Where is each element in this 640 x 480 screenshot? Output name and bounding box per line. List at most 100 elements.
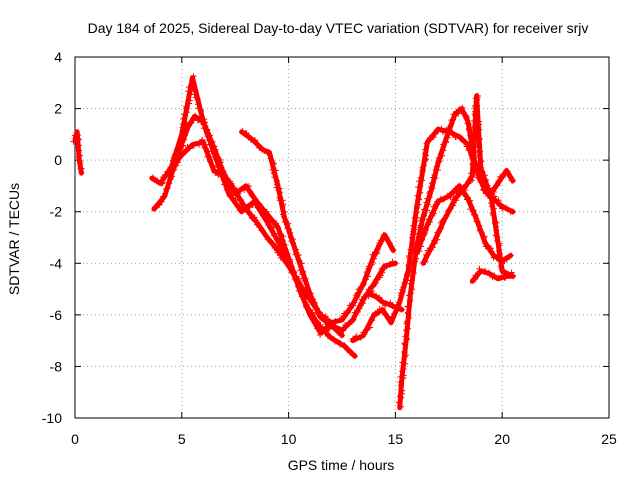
- data-point: [271, 174, 278, 181]
- data-point: [342, 321, 349, 328]
- data-point: [426, 219, 433, 226]
- data-point: [371, 313, 378, 320]
- data-point: [175, 156, 181, 163]
- data-point: [405, 315, 412, 321]
- data-point: [204, 133, 211, 140]
- data-point: [408, 286, 415, 293]
- data-point: [164, 168, 171, 175]
- data-point: [476, 265, 483, 272]
- data-point: [351, 299, 358, 306]
- data-point: [417, 189, 424, 196]
- data-point: [281, 208, 288, 215]
- data-point: [423, 140, 430, 147]
- data-point: [407, 290, 414, 297]
- data-point: [247, 188, 254, 195]
- data-point: [504, 171, 511, 178]
- data-point: [339, 332, 345, 339]
- data-point: [497, 263, 504, 270]
- series-track-i: [412, 182, 514, 264]
- data-point: [462, 181, 469, 188]
- axis-ticks: 0 5 10 15 20 25 -10 -8 -6 -4 -2 0 2 4: [42, 49, 617, 447]
- data-point: [476, 126, 483, 133]
- series-track-d: [167, 136, 397, 328]
- x-tick-label: 15: [388, 431, 404, 447]
- data-point: [411, 226, 418, 233]
- data-point: [462, 187, 468, 194]
- data-point: [412, 218, 419, 225]
- data-point: [428, 184, 434, 190]
- data-point: [207, 141, 214, 148]
- data-point: [403, 276, 409, 283]
- data-point: [427, 188, 434, 195]
- data-point: [310, 296, 316, 303]
- data-point: [383, 263, 390, 270]
- data-point: [188, 120, 195, 126]
- data-point: [397, 403, 404, 410]
- data-point: [498, 260, 505, 267]
- data-point: [425, 216, 432, 223]
- data-point: [447, 191, 454, 198]
- data-point: [432, 130, 439, 137]
- data-point: [455, 189, 462, 196]
- data-point: [75, 135, 82, 142]
- data-point: [159, 179, 166, 186]
- series-track-a: [70, 129, 85, 177]
- data-point: [472, 272, 479, 279]
- data-point: [298, 293, 305, 300]
- data-point: [324, 321, 331, 328]
- data-point: [383, 234, 390, 241]
- data-point: [260, 212, 267, 219]
- data-point: [373, 292, 380, 299]
- data-point: [413, 209, 420, 216]
- data-point: [327, 333, 334, 340]
- data-point: [361, 329, 368, 336]
- data-point: [469, 155, 476, 162]
- data-point: [423, 199, 430, 206]
- data-point: [388, 319, 394, 326]
- data-point: [337, 340, 344, 347]
- data-point: [416, 196, 422, 203]
- data-point: [290, 240, 296, 247]
- data-point: [74, 154, 81, 161]
- data-point: [450, 202, 457, 209]
- data-point: [265, 213, 272, 219]
- series-track-e: [239, 128, 399, 334]
- data-point: [389, 303, 396, 310]
- data-point: [417, 183, 424, 190]
- data-point: [200, 119, 207, 125]
- data-point: [402, 360, 409, 367]
- data-point: [409, 268, 416, 275]
- data-point: [303, 301, 310, 308]
- data-point: [509, 208, 516, 215]
- y-tick-label: 4: [54, 49, 62, 65]
- data-point: [222, 172, 229, 179]
- data-point: [263, 208, 270, 215]
- data-point: [350, 316, 357, 323]
- data-point: [418, 243, 425, 250]
- data-point: [280, 233, 287, 240]
- data-point: [354, 290, 361, 297]
- data-point: [426, 190, 433, 196]
- data-point: [313, 306, 320, 313]
- data-point: [344, 308, 351, 315]
- data-point: [386, 240, 393, 246]
- data-point: [389, 246, 396, 252]
- data-point: [476, 143, 482, 150]
- data-point: [258, 227, 265, 234]
- data-point: [181, 111, 188, 118]
- data-point: [400, 372, 407, 379]
- data-point: [401, 279, 408, 286]
- data-point: [365, 293, 372, 300]
- data-point: [414, 192, 421, 199]
- data-point: [269, 227, 276, 234]
- data-point: [190, 142, 197, 149]
- data-point: [410, 222, 417, 229]
- data-point: [495, 178, 502, 185]
- data-point: [332, 317, 339, 324]
- data-point: [422, 146, 429, 153]
- data-point: [496, 274, 502, 281]
- data-point: [297, 267, 304, 274]
- data-point: [205, 148, 212, 154]
- data-point: [430, 203, 437, 210]
- data-point: [443, 212, 450, 219]
